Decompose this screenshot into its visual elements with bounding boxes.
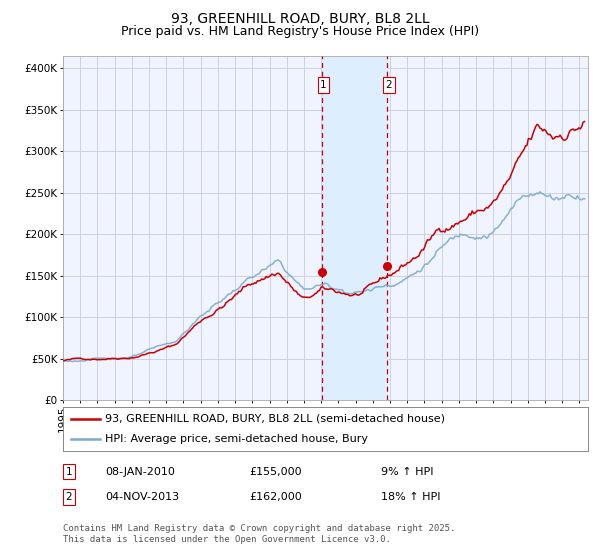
Text: 1: 1	[320, 80, 327, 90]
Text: 04-NOV-2013: 04-NOV-2013	[105, 492, 179, 502]
Text: 1: 1	[65, 466, 73, 477]
Text: 08-JAN-2010: 08-JAN-2010	[105, 466, 175, 477]
Text: £162,000: £162,000	[249, 492, 302, 502]
Text: 93, GREENHILL ROAD, BURY, BL8 2LL (semi-detached house): 93, GREENHILL ROAD, BURY, BL8 2LL (semi-…	[105, 414, 445, 424]
Bar	[322, 56, 387, 400]
Text: Contains HM Land Registry data © Crown copyright and database right 2025.
This d: Contains HM Land Registry data © Crown c…	[63, 524, 455, 544]
Text: Price paid vs. HM Land Registry's House Price Index (HPI): Price paid vs. HM Land Registry's House …	[121, 25, 479, 38]
Text: HPI: Average price, semi-detached house, Bury: HPI: Average price, semi-detached house,…	[105, 434, 368, 444]
Text: 2: 2	[65, 492, 73, 502]
Text: 9% ↑ HPI: 9% ↑ HPI	[381, 466, 433, 477]
Text: 18% ↑ HPI: 18% ↑ HPI	[381, 492, 440, 502]
Text: £155,000: £155,000	[249, 466, 302, 477]
Text: 93, GREENHILL ROAD, BURY, BL8 2LL: 93, GREENHILL ROAD, BURY, BL8 2LL	[170, 12, 430, 26]
Text: 2: 2	[386, 80, 392, 90]
